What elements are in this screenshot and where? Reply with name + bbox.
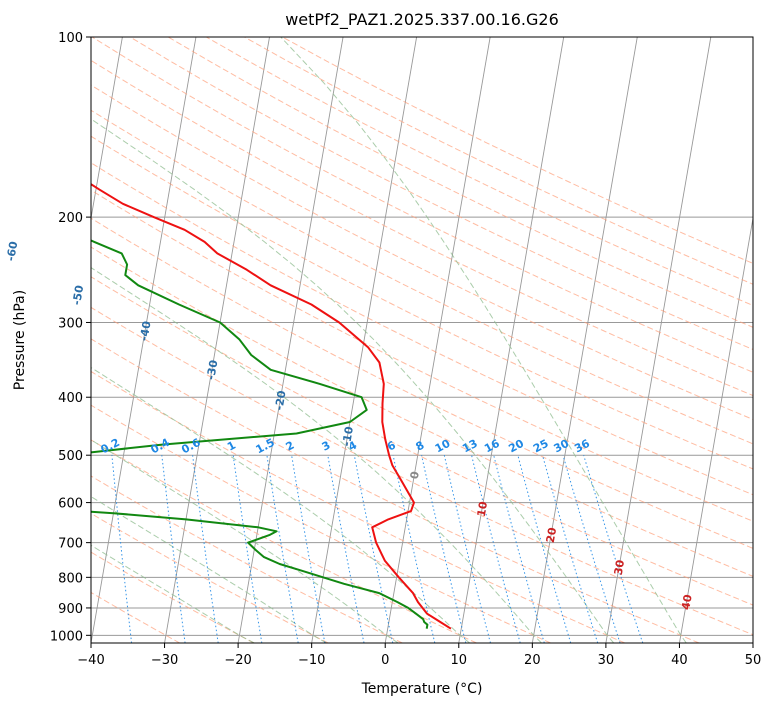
x-tick-label: 20 [524,653,541,668]
x-tick-label: 0 [381,653,389,668]
isotherm-line [91,37,123,221]
moist-adiabat-line [91,267,542,643]
dry-adiabat-line [91,37,753,373]
isotherm-label: 30 [612,559,627,577]
dry-adiabat-line [91,189,753,522]
isotherm-label: -10 [340,425,356,447]
isotherm-label: 20 [544,526,559,544]
dry-adiabat-line [91,246,753,577]
isotherm-line [531,37,638,643]
isotherm-line [605,37,712,643]
mixing-ratio-label: 30 [552,437,572,456]
moist-adiabat-line [280,37,687,643]
dry-adiabat-line [91,475,403,643]
mixing-ratio-line [542,455,599,643]
isotherm-label: -30 [204,359,220,381]
y-tick-label: 400 [58,391,83,406]
mixing-ratio-label: 36 [572,437,592,456]
x-axis: −40 −30 −20 −10 0 10 20 30 40 50 [77,643,761,668]
mixing-ratio-label: 16 [482,437,502,456]
y-tick-label: 900 [58,602,83,617]
dry-adiabat-line [91,512,329,643]
isotherm-label: -20 [273,389,289,411]
isotherm-line [164,37,270,643]
y-tick-label: 100 [58,31,83,46]
chart-title: wetPf2_PAZ1.2025.337.00.16.G26 [285,10,559,30]
temperature-profile-line [91,183,452,630]
y-tick-label: 500 [58,449,83,464]
mixing-ratio-line [353,455,394,643]
dry-adiabat-line [91,306,753,636]
mixing-ratio-label: 25 [531,437,551,456]
dry-adiabat-line [91,162,753,496]
mixing-ratio-line [443,455,491,643]
x-tick-label: −30 [151,653,178,668]
x-axis-label: Temperature (°C) [361,681,483,697]
y-tick-label: 300 [58,316,83,331]
dry-adiabat-line [167,37,753,328]
plot-frame [90,36,754,644]
mixing-ratio-label: 20 [506,437,526,456]
data-series [91,183,452,630]
x-tick-label: −40 [77,653,104,668]
dewpoint-profile-line [91,239,429,629]
isotherm-label: -60 [4,240,20,262]
dry-adiabat-line [91,370,625,643]
dry-adiabat-line [91,338,700,643]
mixing-ratio-line [327,455,365,643]
dry-adiabat-line [91,591,180,643]
x-tick-label: 50 [745,653,762,668]
isotherm-line [458,37,565,643]
y-tick-label: 600 [58,497,83,512]
mixing-ratio-line [421,455,467,643]
moist-adiabat-line [91,439,399,643]
mixing-ratio-line [517,455,572,643]
x-tick-label: −10 [298,653,325,668]
x-tick-label: −20 [224,653,251,668]
isotherm-label: 40 [679,593,694,611]
moist-adiabat-line [91,495,327,643]
dry-adiabat-line [91,276,753,606]
dry-adiabat-line [91,109,753,445]
dry-adiabat-line [91,135,753,470]
isotherm-line [384,37,491,643]
mixing-ratio-line [493,455,545,643]
dry-adiabat-line [91,217,753,549]
moist-adiabat-line [91,118,615,643]
isotherm-line [679,215,753,643]
mixing-ratio-label: 13 [460,437,480,456]
isotherm-label: -50 [70,284,86,306]
dry-adiabat-line [91,439,477,643]
y-tick-label: 700 [58,537,83,552]
dry-adiabat-line [244,37,753,285]
isotherm-label: 10 [475,500,490,518]
y-axis-label: Pressure (hPa) [12,290,28,390]
mixing-ratio-line [471,455,521,643]
isotherm-line [237,37,344,643]
x-tick-label: 40 [671,653,688,668]
isotherm-label: 0 [408,470,422,480]
y-axis: 100 200 300 400 500 600 700 800 900 1000 [50,31,91,644]
isotherm-label: -40 [137,320,153,342]
isotherm-line [91,37,197,643]
mixing-ratio-line [562,455,621,643]
y-tick-label: 800 [58,571,83,586]
background-lines [91,37,753,643]
y-tick-label: 200 [58,211,83,226]
mixing-ratio-line [583,455,644,643]
mixing-ratio-label: 10 [433,437,453,456]
isotherm-line [311,37,418,643]
x-tick-label: 10 [451,653,468,668]
dry-adiabat-line [91,404,551,643]
moist-adiabat-line [91,366,471,643]
dry-adiabat-line [91,84,753,420]
y-tick-label: 1000 [50,629,83,644]
x-tick-label: 30 [598,653,615,668]
mixing-ratio-line [392,455,436,643]
